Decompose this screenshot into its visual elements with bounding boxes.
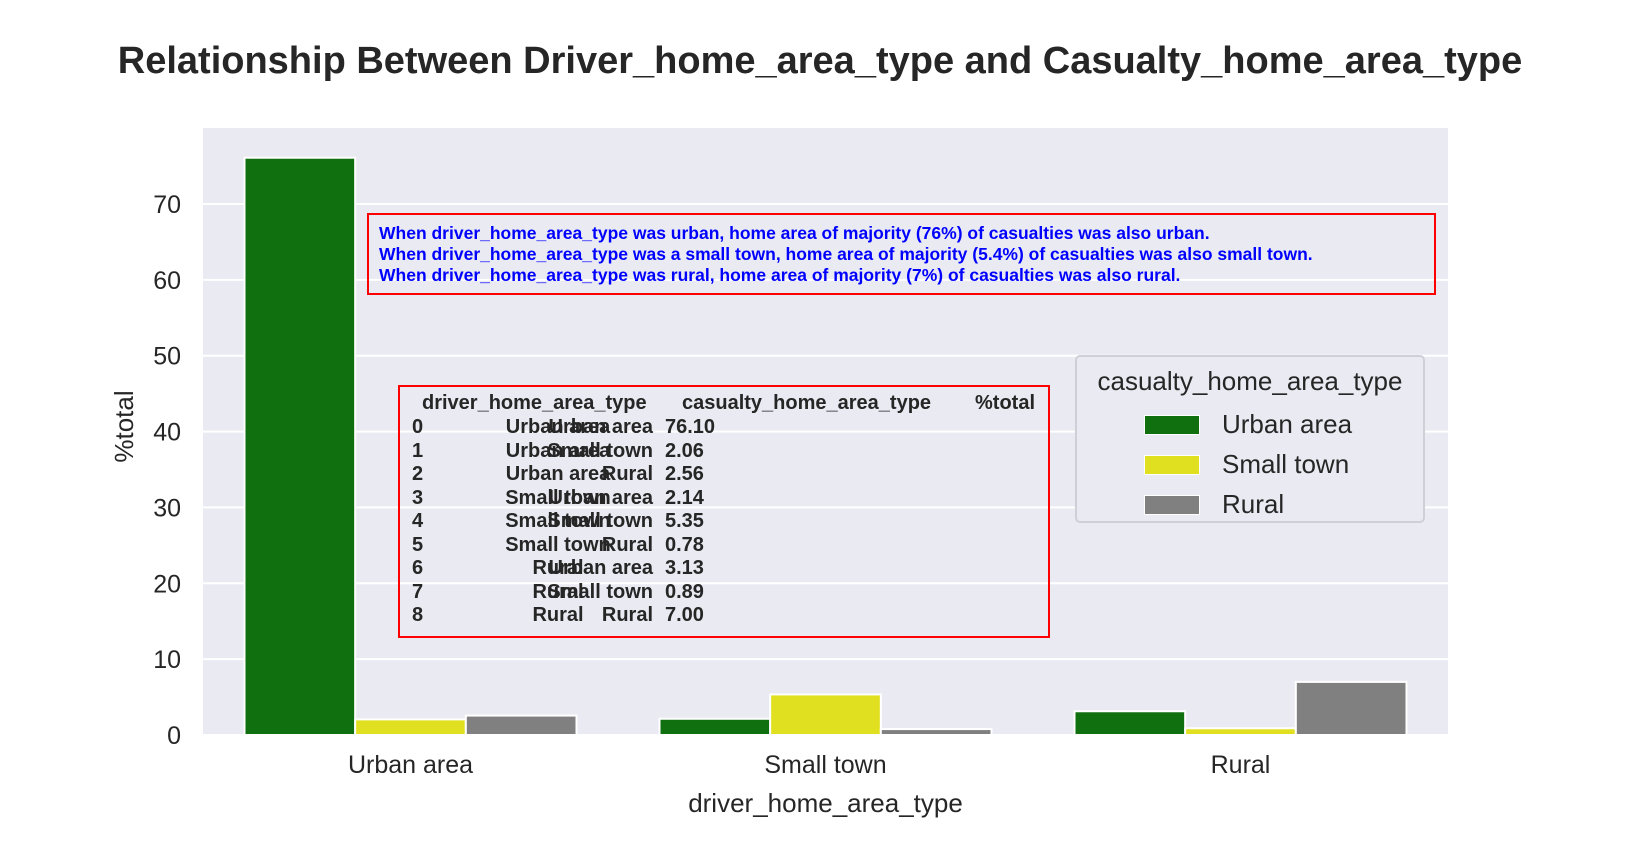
bar [354, 718, 467, 736]
table-cell: Rural [601, 463, 653, 485]
bar [879, 728, 993, 736]
table-cell: Small town [505, 533, 611, 556]
table-header-cell: %total [975, 392, 1035, 414]
annotation-line: When driver_home_area_type was a small t… [379, 244, 1313, 264]
legend-swatch [1144, 495, 1200, 515]
x-tick-label: Urban area [348, 751, 473, 779]
table-cell: Small town [547, 580, 653, 603]
y-tick-label: 70 [153, 191, 181, 219]
legend-label: Rural [1222, 489, 1285, 519]
y-tick-label: 60 [153, 267, 181, 295]
table-index-cell: 8 [412, 604, 424, 626]
table-index-cell: 0 [412, 416, 424, 438]
table-index-cell: 3 [412, 486, 424, 509]
bar [1073, 710, 1187, 736]
table-cell: Urban area [505, 416, 611, 438]
data-table-box: driver_home_area_type casualty_home_area_… [398, 385, 1050, 638]
table-value-cell: 2.06 [665, 439, 704, 462]
bar [658, 717, 772, 737]
table-index-cell: 6 [412, 557, 424, 579]
y-tick-label: 40 [153, 419, 181, 447]
table-cell: Urban area [505, 439, 611, 462]
y-tick-label: 30 [153, 494, 181, 522]
table-cell: Small town [505, 486, 611, 509]
table-value-cell: 0.89 [665, 580, 704, 603]
table-cell: Urban area [548, 557, 654, 579]
table-value-cell: 2.14 [665, 486, 704, 509]
x-tick-label: Rural [1211, 751, 1271, 779]
x-tick-label: Small town [764, 751, 886, 779]
table-value-cell: 2.56 [665, 463, 704, 485]
annotation-line: When driver_home_area_type was rural, ho… [379, 265, 1181, 285]
legend-swatch [1144, 415, 1200, 435]
table-cell: Rural [532, 580, 584, 603]
table-cell: Rural [532, 557, 584, 579]
table-cell: Rural [601, 533, 653, 556]
y-tick-label: 50 [153, 343, 181, 371]
legend-label: Urban area [1222, 409, 1353, 439]
y-tick-label: 0 [167, 722, 181, 750]
table-index-cell: 7 [412, 580, 424, 603]
table-value-cell: 76.10 [665, 416, 716, 438]
x-axis-label: driver_home_area_type [688, 788, 963, 818]
table-index-cell: 5 [412, 533, 424, 556]
bar [464, 714, 578, 736]
table-cell: Rural [601, 604, 653, 626]
bar [769, 693, 882, 737]
bar [243, 156, 357, 736]
annotation-box: When driver_home_area_type was urban, ho… [367, 213, 1436, 295]
table-index-cell: 2 [412, 463, 424, 485]
table-header-cell: driver_home_area_type [422, 392, 647, 414]
y-tick-label: 20 [153, 570, 181, 598]
table-cell: Urban area [548, 486, 654, 509]
bar [1294, 680, 1408, 737]
legend-swatch [1144, 455, 1200, 475]
table-index-cell: 4 [412, 510, 424, 532]
legend-label: Small town [1222, 449, 1350, 479]
table-cell: Small town [547, 510, 653, 532]
table-cell: Urban area [505, 463, 611, 485]
legend-title: casualty_home_area_type [1097, 366, 1403, 396]
table-cell: Rural [532, 604, 584, 626]
table-value-cell: 0.78 [665, 533, 704, 556]
table-value-cell: 7.00 [665, 604, 704, 626]
table-value-cell: 3.13 [665, 557, 704, 579]
table-cell: Urban area [548, 416, 654, 438]
table-value-cell: 5.35 [665, 510, 704, 532]
table-cell: Small town [547, 439, 653, 462]
chart-title: Relationship Between Driver_home_area_ty… [117, 40, 1523, 82]
y-axis-label: %total [109, 390, 139, 462]
table-index-cell: 1 [412, 439, 424, 462]
y-tick-label: 10 [153, 646, 181, 674]
table-header-cell: casualty_home_area_type [682, 392, 932, 414]
table-cell: Small town [505, 510, 611, 532]
bar [1184, 727, 1297, 737]
annotation-line: When driver_home_area_type was urban, ho… [379, 223, 1210, 243]
legend: casualty_home_area_type Urban area Small … [1075, 355, 1425, 523]
